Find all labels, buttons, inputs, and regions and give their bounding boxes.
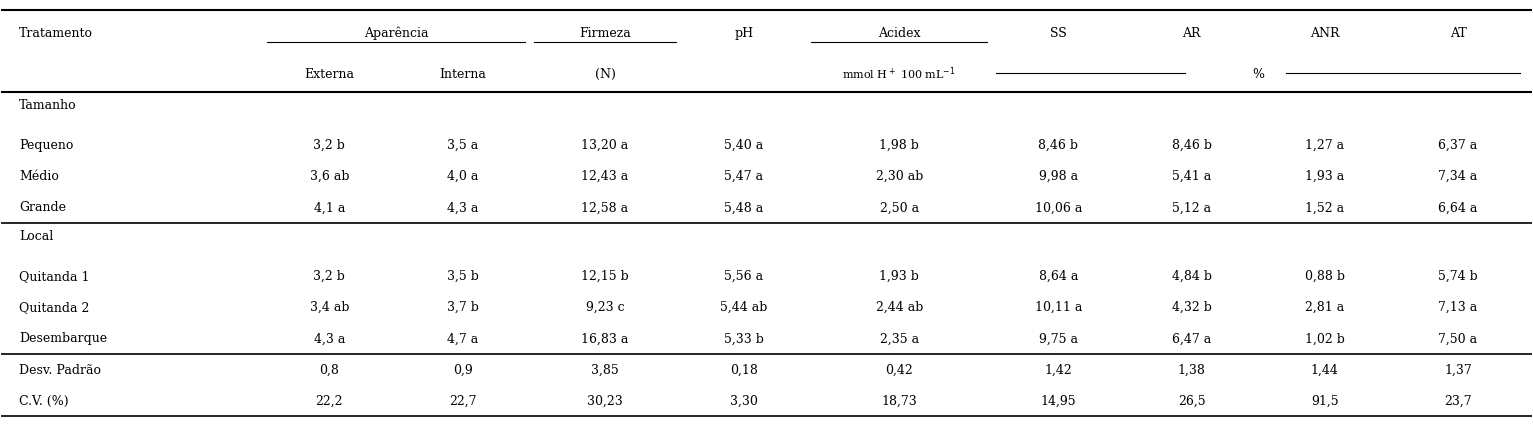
Text: 7,50 a: 7,50 a <box>1438 332 1478 345</box>
Text: 1,93 a: 1,93 a <box>1305 170 1344 183</box>
Text: 1,37: 1,37 <box>1444 363 1472 376</box>
Text: Externa: Externa <box>305 68 354 80</box>
Text: %: % <box>1252 68 1265 80</box>
Text: 91,5: 91,5 <box>1311 394 1338 407</box>
Text: 3,6 ab: 3,6 ab <box>310 170 350 183</box>
Text: 1,38: 1,38 <box>1177 363 1205 376</box>
Text: 10,06 a: 10,06 a <box>1035 201 1082 214</box>
Text: 4,7 a: 4,7 a <box>448 332 478 345</box>
Text: 3,7 b: 3,7 b <box>446 301 478 313</box>
Text: Tratamento: Tratamento <box>18 27 94 40</box>
Text: 1,02 b: 1,02 b <box>1305 332 1344 345</box>
Text: 2,35 a: 2,35 a <box>880 332 918 345</box>
Text: 1,52 a: 1,52 a <box>1305 201 1344 214</box>
Text: 0,42: 0,42 <box>886 363 914 376</box>
Text: 26,5: 26,5 <box>1177 394 1205 407</box>
Text: Desv. Padrão: Desv. Padrão <box>18 363 101 376</box>
Text: 1,42: 1,42 <box>1044 363 1072 376</box>
Text: Desembarque: Desembarque <box>18 332 107 345</box>
Text: 8,64 a: 8,64 a <box>1039 269 1078 282</box>
Text: 16,83 a: 16,83 a <box>581 332 629 345</box>
Text: 3,5 b: 3,5 b <box>446 269 478 282</box>
Text: (N): (N) <box>595 68 615 80</box>
Text: 10,11 a: 10,11 a <box>1035 301 1082 313</box>
Text: 6,37 a: 6,37 a <box>1438 138 1478 151</box>
Text: 13,20 a: 13,20 a <box>581 138 629 151</box>
Text: 23,7: 23,7 <box>1444 394 1472 407</box>
Text: 22,2: 22,2 <box>316 394 343 407</box>
Text: Médio: Médio <box>18 170 58 183</box>
Text: 7,13 a: 7,13 a <box>1438 301 1478 313</box>
Text: 9,75 a: 9,75 a <box>1039 332 1078 345</box>
Text: 5,48 a: 5,48 a <box>724 201 763 214</box>
Text: 2,44 ab: 2,44 ab <box>875 301 923 313</box>
Text: 5,74 b: 5,74 b <box>1438 269 1478 282</box>
Text: Interna: Interna <box>438 68 486 80</box>
Text: Quitanda 1: Quitanda 1 <box>18 269 89 282</box>
Text: 18,73: 18,73 <box>881 394 917 407</box>
Text: 12,43 a: 12,43 a <box>581 170 629 183</box>
Text: 3,30: 3,30 <box>730 394 757 407</box>
Text: 4,0 a: 4,0 a <box>448 170 478 183</box>
Text: Firmeza: Firmeza <box>579 27 632 40</box>
Text: 5,41 a: 5,41 a <box>1171 170 1211 183</box>
Text: mmol H$^+$ 100 mL$^{-1}$: mmol H$^+$ 100 mL$^{-1}$ <box>843 66 957 82</box>
Text: 5,12 a: 5,12 a <box>1173 201 1211 214</box>
Text: 4,1 a: 4,1 a <box>314 201 345 214</box>
Text: 4,3 a: 4,3 a <box>448 201 478 214</box>
Text: ANR: ANR <box>1311 27 1340 40</box>
Text: 3,85: 3,85 <box>592 363 619 376</box>
Text: 0,88 b: 0,88 b <box>1305 269 1344 282</box>
Text: 6,47 a: 6,47 a <box>1171 332 1211 345</box>
Text: 9,98 a: 9,98 a <box>1039 170 1078 183</box>
Text: Aparência: Aparência <box>363 27 428 40</box>
Text: 5,56 a: 5,56 a <box>724 269 763 282</box>
Text: 7,34 a: 7,34 a <box>1438 170 1478 183</box>
Text: 3,5 a: 3,5 a <box>448 138 478 151</box>
Text: Tamanho: Tamanho <box>18 99 77 112</box>
Text: 2,50 a: 2,50 a <box>880 201 918 214</box>
Text: 5,47 a: 5,47 a <box>724 170 763 183</box>
Text: Local: Local <box>18 230 54 243</box>
Text: Grande: Grande <box>18 201 66 214</box>
Text: 0,9: 0,9 <box>452 363 472 376</box>
Text: 1,93 b: 1,93 b <box>880 269 920 282</box>
Text: 14,95: 14,95 <box>1041 394 1076 407</box>
Text: C.V. (%): C.V. (%) <box>18 394 69 407</box>
Text: AT: AT <box>1450 27 1467 40</box>
Text: 3,2 b: 3,2 b <box>313 138 345 151</box>
Text: 6,64 a: 6,64 a <box>1438 201 1478 214</box>
Text: 1,98 b: 1,98 b <box>880 138 920 151</box>
Text: Pequeno: Pequeno <box>18 138 74 151</box>
Text: 4,3 a: 4,3 a <box>314 332 345 345</box>
Text: Quitanda 2: Quitanda 2 <box>18 301 89 313</box>
Text: 2,81 a: 2,81 a <box>1305 301 1344 313</box>
Text: 0,8: 0,8 <box>319 363 339 376</box>
Text: 1,44: 1,44 <box>1311 363 1338 376</box>
Text: 3,2 b: 3,2 b <box>313 269 345 282</box>
Text: 5,33 b: 5,33 b <box>724 332 763 345</box>
Text: pH: pH <box>734 27 753 40</box>
Text: 9,23 c: 9,23 c <box>586 301 624 313</box>
Text: 8,46 b: 8,46 b <box>1038 138 1078 151</box>
Text: 4,32 b: 4,32 b <box>1171 301 1211 313</box>
Text: 30,23: 30,23 <box>587 394 622 407</box>
Text: 12,58 a: 12,58 a <box>581 201 629 214</box>
Text: AR: AR <box>1182 27 1200 40</box>
Text: 0,18: 0,18 <box>730 363 757 376</box>
Text: 8,46 b: 8,46 b <box>1171 138 1211 151</box>
Text: SS: SS <box>1050 27 1067 40</box>
Text: 12,15 b: 12,15 b <box>581 269 629 282</box>
Text: 3,4 ab: 3,4 ab <box>310 301 350 313</box>
Text: 5,44 ab: 5,44 ab <box>721 301 768 313</box>
Text: 1,27 a: 1,27 a <box>1305 138 1344 151</box>
Text: 5,40 a: 5,40 a <box>724 138 763 151</box>
Text: 4,84 b: 4,84 b <box>1171 269 1211 282</box>
Text: 22,7: 22,7 <box>449 394 477 407</box>
Text: Acidex: Acidex <box>878 27 920 40</box>
Text: 2,30 ab: 2,30 ab <box>875 170 923 183</box>
